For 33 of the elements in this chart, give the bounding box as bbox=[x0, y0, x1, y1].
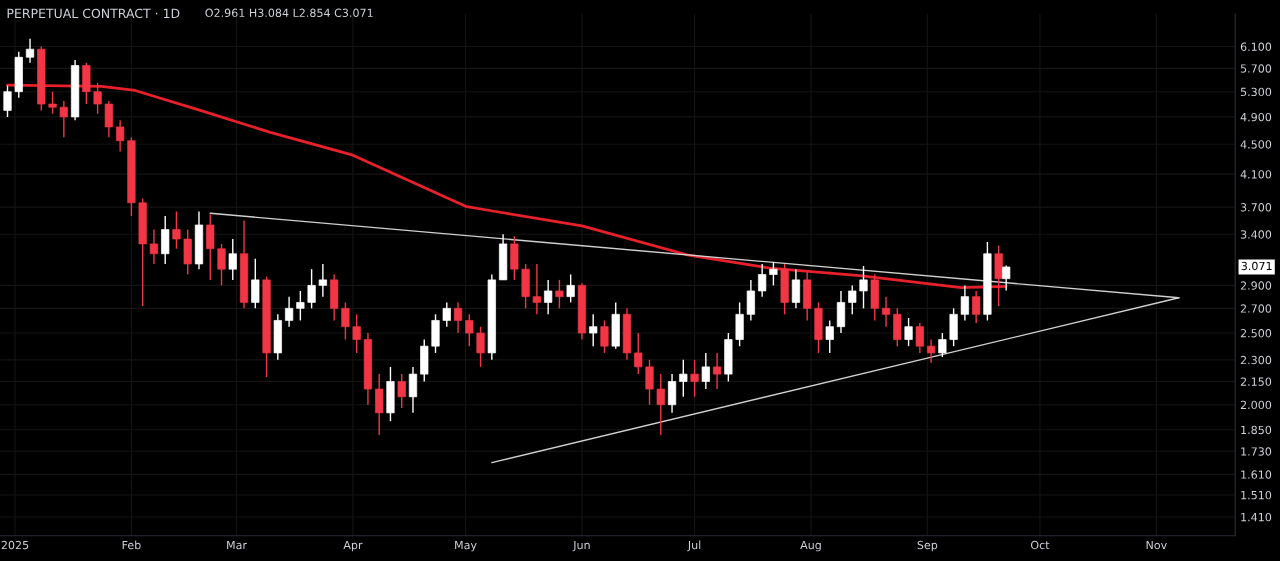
x-tick-label: Jun bbox=[572, 540, 590, 552]
x-tick-label: Feb bbox=[122, 540, 141, 550]
x-tick-label: Nov bbox=[1146, 540, 1167, 550]
y-tick-label: 2.700 bbox=[1240, 304, 1272, 313]
x-tick-label: Oct bbox=[1030, 540, 1050, 550]
y-tick-label: 4.900 bbox=[1240, 112, 1272, 122]
y-tick-label: 2.150 bbox=[1240, 377, 1272, 386]
y-tick-label: 2.300 bbox=[1240, 355, 1272, 365]
y-tick-label: 5.300 bbox=[1240, 87, 1272, 97]
y-tick-label: 4.500 bbox=[1240, 140, 1272, 149]
x-tick-label: Jul bbox=[687, 540, 701, 552]
y-tick-label: 2.500 bbox=[1240, 329, 1272, 338]
x-tick-label: Sep bbox=[917, 540, 938, 552]
y-tick-label: 3.400 bbox=[1240, 230, 1272, 239]
x-tick-label: Aug bbox=[800, 540, 821, 552]
chart-title: PERPETUAL CONTRACT · 1D bbox=[7, 8, 180, 19]
x-tick-label: Mar bbox=[227, 540, 248, 550]
y-tick-label: 1.610 bbox=[1241, 470, 1272, 479]
text: 3.071 bbox=[1241, 261, 1272, 271]
x-tick-label: 2025 bbox=[1, 540, 29, 550]
y-tick-label: 1.410 bbox=[1241, 512, 1272, 522]
y-tick-label: 1.510 bbox=[1241, 490, 1272, 500]
x-tick-label: Apr bbox=[343, 540, 363, 552]
x-tick-label: May bbox=[455, 540, 477, 552]
y-tick-label: 1.850 bbox=[1241, 425, 1272, 435]
y-tick-label: 2.000 bbox=[1240, 400, 1272, 410]
y-tick-label: 6.100 bbox=[1240, 42, 1272, 51]
y-tick-label: 2.900 bbox=[1240, 281, 1272, 290]
y-tick-label: 4.100 bbox=[1240, 170, 1272, 179]
y-tick-label: 3.700 bbox=[1240, 203, 1272, 212]
y-tick-label: 5.700 bbox=[1240, 64, 1272, 73]
annotation: O2.961 H3.084 L2.854 C3.071 bbox=[205, 8, 373, 18]
y-tick-label: 1.730 bbox=[1241, 447, 1272, 456]
